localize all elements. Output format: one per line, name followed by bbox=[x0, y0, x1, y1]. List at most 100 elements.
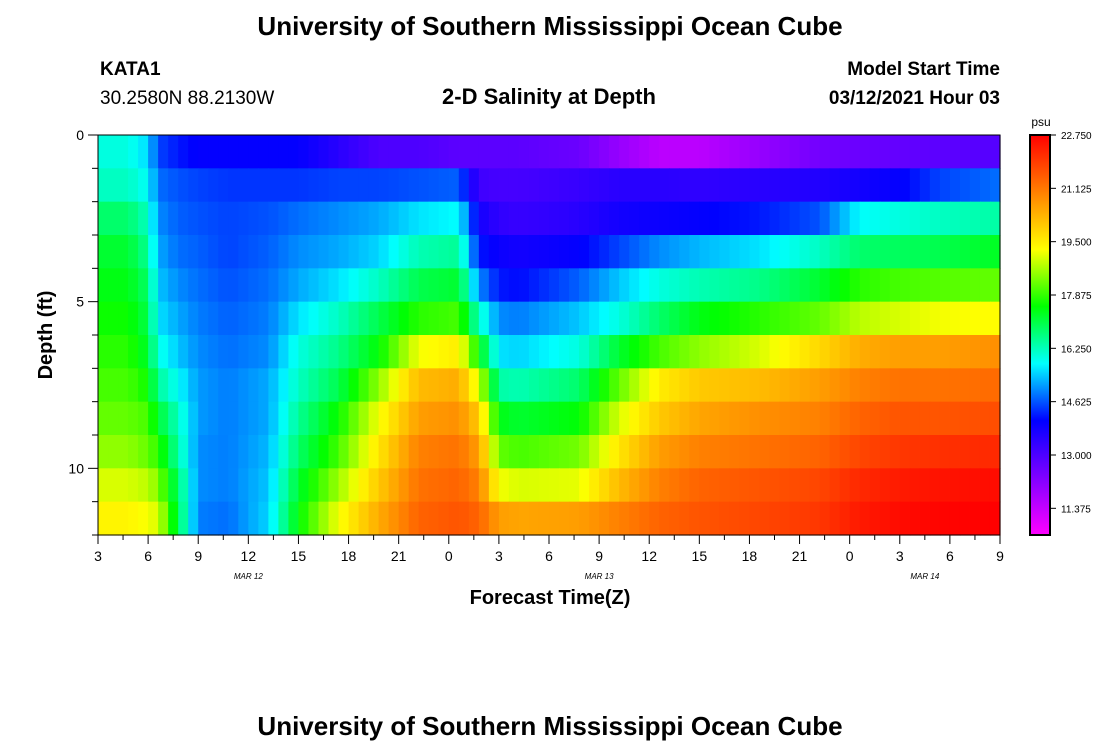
heatmap-cell bbox=[158, 468, 169, 503]
heatmap-cell bbox=[438, 435, 450, 469]
heatmap-cell bbox=[118, 301, 129, 336]
heatmap-cell bbox=[538, 401, 550, 436]
heatmap-cell bbox=[158, 135, 169, 169]
heatmap-cell bbox=[288, 201, 300, 236]
heatmap-cell bbox=[859, 135, 871, 169]
heatmap-cell bbox=[448, 168, 460, 203]
heatmap-cell bbox=[108, 335, 119, 369]
heatmap-cell bbox=[238, 501, 249, 536]
heatmap-cell bbox=[879, 268, 891, 303]
heatmap-cell bbox=[448, 335, 460, 369]
heatmap-cell bbox=[298, 368, 310, 403]
heatmap-cell bbox=[609, 268, 620, 303]
heatmap-cell bbox=[318, 335, 330, 369]
heatmap-cell bbox=[879, 501, 891, 536]
heatmap-cell bbox=[258, 501, 269, 536]
heatmap-cell bbox=[899, 368, 911, 403]
heatmap-cell bbox=[288, 235, 300, 269]
heatmap-cell bbox=[749, 401, 761, 436]
heatmap-cell bbox=[909, 401, 921, 436]
heatmap-cell bbox=[579, 201, 590, 236]
heatmap-cell bbox=[238, 468, 249, 503]
heatmap-cell bbox=[919, 435, 931, 469]
heatmap-cell bbox=[699, 501, 710, 536]
heatmap-cell bbox=[198, 201, 209, 236]
heatmap-cell bbox=[819, 301, 831, 336]
heatmap-cell bbox=[729, 501, 741, 536]
heatmap-cell bbox=[809, 268, 821, 303]
heatmap-cell bbox=[428, 268, 440, 303]
heatmap-cell bbox=[138, 435, 149, 469]
heatmap-cell bbox=[358, 268, 370, 303]
heatmap-cell bbox=[829, 401, 841, 436]
heatmap-cell bbox=[328, 168, 340, 203]
heatmap-cell bbox=[288, 301, 300, 336]
heatmap-cell bbox=[659, 168, 670, 203]
heatmap-cell bbox=[589, 268, 600, 303]
heatmap-cell bbox=[418, 268, 430, 303]
heatmap-cell bbox=[689, 435, 700, 469]
heatmap-cell bbox=[188, 301, 199, 336]
y-tick-label: 0 bbox=[76, 127, 84, 143]
heatmap-cell bbox=[799, 401, 811, 436]
heatmap-cell bbox=[428, 368, 440, 403]
heatmap-cell bbox=[108, 168, 119, 203]
heatmap-cell bbox=[478, 368, 490, 403]
heatmap-cell bbox=[528, 301, 540, 336]
heatmap-cell bbox=[619, 235, 630, 269]
heatmap-cell bbox=[709, 368, 720, 403]
heatmap-cell bbox=[909, 501, 921, 536]
heatmap-cell bbox=[538, 168, 550, 203]
heatmap-cell bbox=[579, 335, 590, 369]
heatmap-cell bbox=[639, 335, 650, 369]
heatmap-cell bbox=[318, 501, 330, 536]
heatmap-cell bbox=[228, 235, 239, 269]
heatmap-cell bbox=[538, 235, 550, 269]
heatmap-cell bbox=[418, 168, 430, 203]
heatmap-cell bbox=[238, 135, 249, 169]
heatmap-cell bbox=[128, 135, 139, 169]
heatmap-cell bbox=[438, 301, 450, 336]
heatmap-cell bbox=[188, 168, 199, 203]
heatmap-cell bbox=[869, 501, 881, 536]
heatmap-cell bbox=[488, 201, 500, 236]
heatmap-cell bbox=[929, 401, 941, 436]
heatmap-cell bbox=[448, 268, 460, 303]
heatmap-cell bbox=[719, 501, 730, 536]
heatmap-cell bbox=[428, 235, 440, 269]
heatmap-cell bbox=[799, 235, 811, 269]
heatmap-cell bbox=[549, 201, 560, 236]
heatmap-cell bbox=[348, 368, 360, 403]
heatmap-cell bbox=[388, 368, 400, 403]
heatmap-cell bbox=[278, 201, 290, 236]
heatmap-cell bbox=[939, 201, 951, 236]
heatmap-cell bbox=[438, 268, 450, 303]
heatmap-cell bbox=[609, 468, 620, 503]
heatmap-cell bbox=[248, 335, 259, 369]
heatmap-cell bbox=[158, 368, 169, 403]
heatmap-cell bbox=[739, 435, 751, 469]
heatmap-cell bbox=[528, 235, 540, 269]
heatmap-cell bbox=[639, 201, 650, 236]
heatmap-cell bbox=[138, 401, 149, 436]
heatmap-cell bbox=[498, 468, 510, 503]
heatmap-cell bbox=[949, 468, 961, 503]
heatmap-cell bbox=[298, 135, 310, 169]
heatmap-cell bbox=[849, 301, 861, 336]
heatmap-cell bbox=[148, 435, 159, 469]
heatmap-cell bbox=[719, 268, 730, 303]
heatmap-cell bbox=[599, 135, 610, 169]
heatmap-cell bbox=[368, 368, 380, 403]
heatmap-cell bbox=[458, 335, 470, 369]
heatmap-cell bbox=[358, 301, 370, 336]
heatmap-cell bbox=[468, 468, 480, 503]
heatmap-cell bbox=[378, 501, 390, 536]
heatmap-cell bbox=[639, 401, 650, 436]
heatmap-cell bbox=[739, 135, 751, 169]
heatmap-cell bbox=[729, 368, 741, 403]
heatmap-cell bbox=[98, 368, 109, 403]
heatmap-cell bbox=[559, 235, 570, 269]
colorbar-ticks: 22.750 21.125 19.500 17.875 16.250 14.625 13.0… bbox=[1050, 131, 1092, 515]
heatmap-cell bbox=[108, 135, 119, 169]
heatmap-cell bbox=[398, 435, 410, 469]
